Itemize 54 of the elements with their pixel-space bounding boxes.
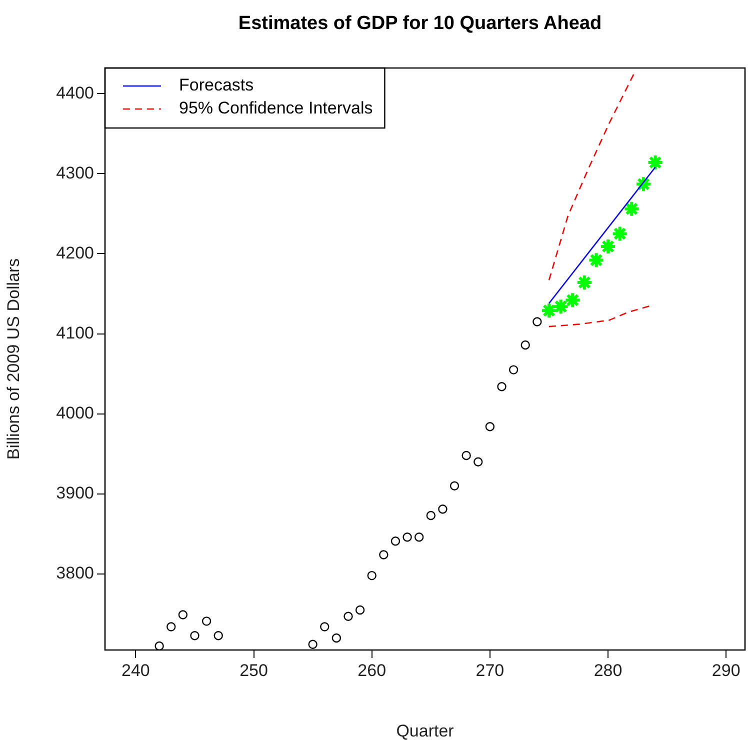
- legend-label: Forecasts: [179, 76, 254, 95]
- point: [178, 610, 188, 620]
- point: [355, 605, 365, 615]
- point: [320, 622, 330, 632]
- chart-title: Estimates of GDP for 10 Quarters Ahead: [238, 13, 602, 34]
- x-tick-label: 290: [712, 660, 740, 680]
- point: [450, 481, 460, 490]
- point: [623, 200, 640, 218]
- point: [379, 550, 388, 560]
- point: [646, 154, 664, 171]
- point: [532, 317, 542, 326]
- point: [576, 274, 593, 292]
- x-tick-label: 240: [122, 660, 150, 680]
- point: [611, 225, 628, 242]
- point: [552, 298, 570, 316]
- point: [308, 640, 318, 649]
- line-series: [548, 305, 652, 328]
- point: [462, 450, 471, 460]
- y-tick-label: 4300: [56, 163, 94, 182]
- point: [540, 302, 558, 320]
- point: [214, 630, 223, 640]
- y-tick-label: 3800: [56, 564, 94, 583]
- point: [402, 532, 412, 542]
- point: [438, 504, 448, 514]
- point: [390, 536, 400, 546]
- point: [588, 252, 605, 269]
- y-tick-label: 4400: [56, 83, 94, 102]
- point: [202, 616, 212, 626]
- point: [497, 382, 506, 392]
- point: [564, 292, 582, 309]
- point: [508, 365, 518, 374]
- point: [414, 532, 424, 542]
- x-axis-title: Quarter: [396, 721, 454, 740]
- y-tick-label: 3900: [56, 484, 94, 503]
- x-tick-label: 260: [358, 660, 386, 680]
- point: [485, 422, 495, 432]
- point: [190, 630, 200, 640]
- point: [600, 238, 617, 256]
- point: [520, 340, 530, 350]
- point: [166, 622, 176, 632]
- y-axis-title: Billions of 2009 US Dollars: [4, 258, 23, 460]
- x-tick-label: 270: [476, 660, 504, 680]
- y-tick-label: 4200: [56, 243, 94, 262]
- y-tick-label: 4100: [56, 323, 94, 342]
- y-tick-label: 4000: [56, 404, 94, 423]
- point: [154, 641, 164, 650]
- point: [344, 612, 353, 621]
- point: [332, 633, 342, 643]
- legend-label: 95% Confidence Intervals: [179, 98, 373, 118]
- point: [474, 457, 483, 466]
- x-tick-label: 280: [594, 660, 622, 680]
- point: [426, 510, 436, 520]
- x-tick-label: 250: [240, 660, 268, 680]
- point: [367, 570, 376, 580]
